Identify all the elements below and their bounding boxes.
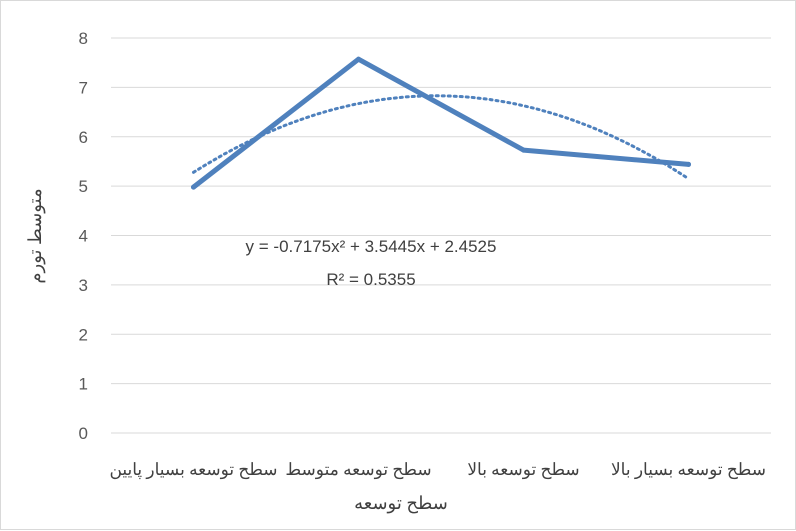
x-category-label: سطح توسعه بالا: [467, 460, 579, 480]
series-line: [191, 56, 691, 190]
y-axis-title: متوسط تورم: [25, 188, 46, 283]
x-axis-title: سطح توسعه: [354, 493, 448, 514]
series-layer: [191, 56, 691, 190]
gridlines: [111, 37, 771, 434]
data-point: [521, 147, 526, 153]
y-tick-label: 4: [79, 227, 88, 246]
data-point: [356, 56, 361, 62]
y-tick-label: 2: [79, 325, 88, 344]
x-category-label: سطح توسعه بسیار پایین: [109, 460, 277, 480]
y-axis-ticks: 0 1 2 3 4 5 6 7 8: [79, 29, 88, 443]
y-tick-label: 5: [79, 177, 88, 196]
trendline-r-squared: R² = 0.5355: [326, 270, 415, 289]
y-tick-label: 3: [79, 276, 88, 295]
x-category-label: سطح توسعه متوسط: [285, 460, 431, 480]
data-point: [686, 161, 691, 167]
y-tick-label: 8: [79, 29, 88, 48]
y-tick-label: 6: [79, 128, 88, 147]
trendline-layer: [192, 94, 690, 181]
y-tick-label: 7: [79, 78, 88, 97]
x-category-label: سطح توسعه بسیار بالا: [611, 460, 766, 480]
trendline-equation: y = -0.7175x² + 3.5445x + 2.4525: [246, 237, 497, 256]
data-point: [191, 184, 196, 190]
y-tick-label: 0: [79, 424, 88, 443]
trendline: [192, 94, 690, 181]
y-tick-label: 1: [79, 375, 88, 394]
x-axis-categories: سطح توسعه بسیار پایین سطح توسعه متوسط سطح …: [109, 460, 766, 480]
